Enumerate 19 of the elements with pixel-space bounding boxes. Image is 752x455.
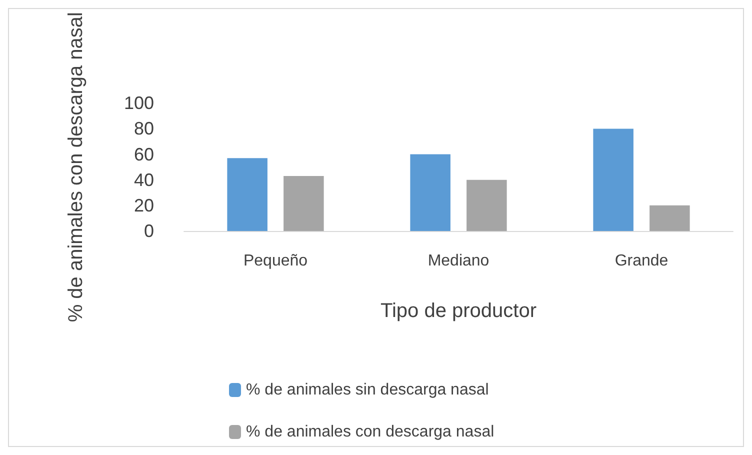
bar [410,154,450,231]
y-tick-label: 0 [144,221,154,241]
y-tick-label: 20 [134,195,154,216]
y-tick-label: 100 [124,93,154,114]
bar [593,128,634,231]
x-tick-label: Mediano [428,252,490,270]
legend-label: % de animales con descarga nasal [246,424,494,440]
bar [227,158,268,231]
bar [466,180,507,231]
x-tick-label: Pequeño [243,252,308,270]
bar [650,205,690,231]
y-axis-title: % de animales con descarga nasal [65,12,87,322]
legend-label: % de animales sin descarga nasal [246,382,489,398]
y-tick-label: 60 [134,144,154,164]
x-axis-title: Tipo de productor [380,300,537,322]
y-tick-label: 40 [134,170,154,190]
bar [284,176,324,231]
y-tick-label: 80 [134,118,154,139]
x-tick-label: Grande [614,252,668,270]
